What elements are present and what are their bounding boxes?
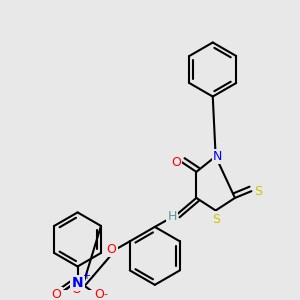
Text: +: + (82, 271, 90, 281)
Text: O: O (94, 288, 104, 300)
Text: O: O (72, 283, 82, 296)
Text: N: N (72, 276, 83, 290)
Text: N: N (213, 150, 222, 163)
Text: O: O (106, 243, 116, 256)
Text: H: H (167, 210, 177, 223)
Text: S: S (212, 213, 220, 226)
Text: O: O (171, 156, 181, 169)
Text: -: - (104, 290, 108, 299)
Text: O: O (51, 288, 61, 300)
Text: S: S (254, 185, 262, 198)
